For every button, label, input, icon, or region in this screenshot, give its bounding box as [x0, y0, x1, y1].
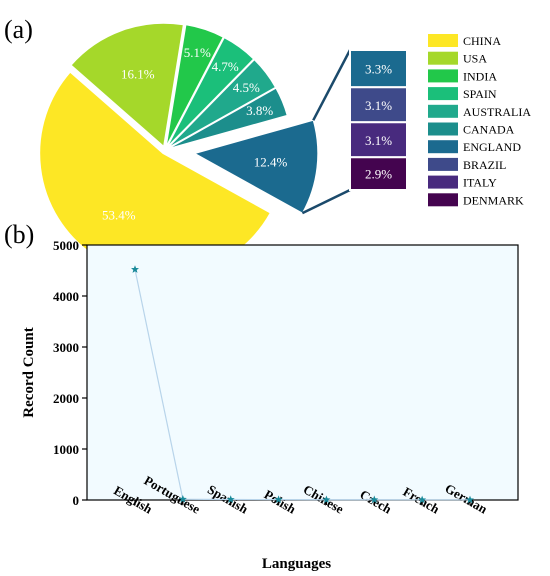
legend-swatch-india	[428, 69, 458, 83]
legend-swatch-canada	[428, 122, 458, 136]
legend-swatch-china	[428, 34, 458, 47]
connector-bottom	[301, 188, 351, 215]
pie-slice-label-usa: 16.1%	[121, 66, 155, 81]
pie-chart: 53.4% 16.1% 5.1%4.7% 4.5% 3.8% 12.4%	[39, 22, 319, 277]
breakout-bar: 3.3% 3.1% 3.1% 2.9%	[349, 49, 408, 192]
marker-polish	[274, 495, 283, 503]
y-tick-label-5000: 5000	[53, 238, 79, 253]
panel-b-label: (b)	[4, 220, 34, 249]
pie-slice-england	[193, 119, 319, 214]
legend-swatch-italy	[428, 175, 458, 189]
marker-portuguese	[178, 495, 187, 503]
x-axis-title: Languages	[262, 556, 331, 572]
legend-label-spain: SPAIN	[463, 87, 497, 101]
breakout-label-italy: 3.1%	[365, 133, 392, 148]
pie-slice-label-england: 12.4%	[254, 154, 288, 169]
pie-slice-label-india: 5.1%	[184, 45, 211, 60]
panel-a-label: (a)	[4, 15, 33, 44]
y-tick-label-2000: 2000	[53, 391, 79, 406]
y-tick-label-4000: 4000	[53, 289, 79, 304]
marker-spanish	[226, 495, 235, 503]
pie-slice-india	[165, 24, 224, 147]
legend-label-brazil: BRAZIL	[463, 158, 506, 172]
legend-label-australia: AUSTRALIA	[463, 105, 531, 119]
y-tick-label-0: 0	[73, 493, 80, 508]
marker-czech	[370, 495, 379, 504]
pie-slice-canada	[168, 87, 288, 149]
y-tick-label-1000: 1000	[53, 442, 79, 457]
legend-label-usa: USA	[463, 52, 487, 66]
pie-slice-label-spain: 4.7%	[212, 59, 239, 74]
pie-slice-label-canada: 3.8%	[246, 103, 273, 118]
pie-connectors	[301, 49, 352, 215]
breakout-segment-denmark	[349, 156, 408, 192]
legend-label-india: INDIA	[463, 69, 497, 83]
y-axis-title: Record Count	[21, 327, 37, 417]
legend-swatch-england	[428, 140, 458, 154]
pie-slice-label-china: 53.4%	[102, 208, 136, 223]
pie-slice-label-australia: 4.5%	[233, 80, 260, 95]
legend-swatch-usa	[428, 51, 458, 65]
legend-label-italy: ITALY	[463, 176, 497, 190]
breakout-label-denmark: 2.9%	[365, 167, 392, 182]
breakout-label-england: 3.3%	[365, 62, 392, 77]
marker-french	[418, 495, 427, 504]
pie-slice-australia	[167, 59, 277, 149]
pie-legend: CHINA USA INDIA SPAIN AUSTRALIA CANADA ENGLAND…	[428, 34, 531, 207]
series-markers	[131, 265, 474, 504]
marker-english	[131, 265, 139, 273]
pie-slice-usa	[70, 22, 184, 148]
series-line	[134, 269, 470, 501]
legend-swatch-brazil	[428, 157, 458, 171]
pie-slice-spain	[166, 37, 255, 148]
y-tick-label-3000: 3000	[53, 340, 79, 355]
legend-label-england: ENGLAND	[463, 140, 521, 154]
breakout-segment-england	[349, 49, 408, 89]
legend-label-canada: CANADA	[463, 123, 515, 137]
breakout-label-brazil: 3.1%	[365, 98, 392, 113]
legend-label-china: CHINA	[463, 34, 501, 48]
breakout-segment-brazil	[349, 86, 408, 124]
y-axis: 0 1000 2000 3000 4000 5000	[53, 238, 87, 508]
marker-chinese	[322, 495, 331, 504]
connector-top	[312, 49, 352, 121]
marker-german	[466, 495, 474, 504]
plot-area	[86, 244, 519, 501]
legend-swatch-australia	[428, 104, 458, 118]
legend-swatch-spain	[428, 87, 458, 101]
legend-swatch-denmark	[428, 193, 458, 207]
legend-label-denmark: DENMARK	[463, 193, 524, 207]
